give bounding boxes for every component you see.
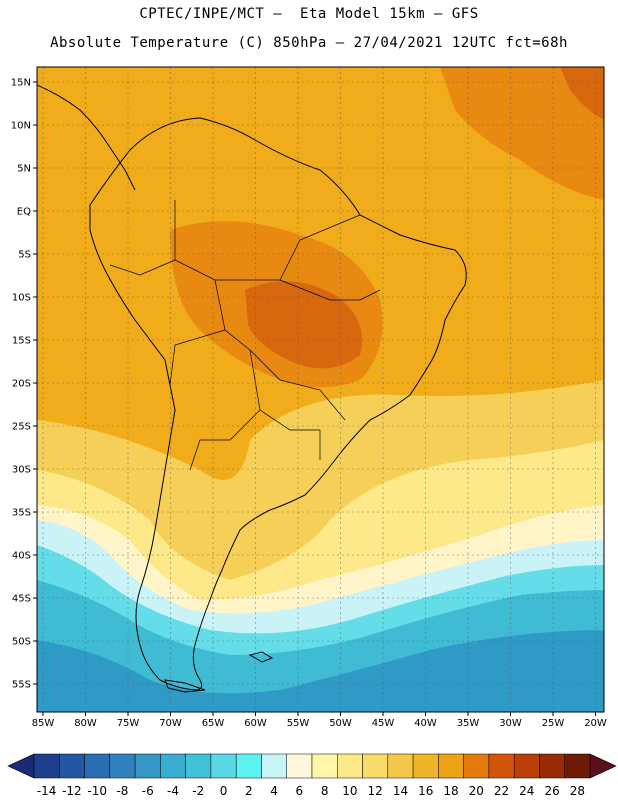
colorbar-tick-label: 10 <box>342 784 357 798</box>
lat-tick-label: 50S <box>12 637 31 648</box>
colorbar-swatch <box>33 753 60 779</box>
lon-tick-label: 75W <box>117 718 140 729</box>
lat-tick-label: 10S <box>12 293 31 304</box>
colorbar-swatch <box>311 753 338 779</box>
colorbar-tick-label: -6 <box>142 784 154 798</box>
colorbar-right-arrow <box>589 753 617 779</box>
colorbar-tick-label: 22 <box>494 784 509 798</box>
lat-tick-label: 5N <box>17 164 31 175</box>
colorbar-tick-label: -8 <box>116 784 128 798</box>
central-america-coastline <box>37 84 136 191</box>
lat-tick-label: EQ <box>17 207 31 218</box>
lat-tick-label: 20S <box>12 379 31 390</box>
colorbar-swatch <box>513 753 540 779</box>
lon-tick-label: 45W <box>372 718 395 729</box>
lon-tick-label: 30W <box>499 718 522 729</box>
latitude-axis: 15N 10N 5N EQ 5S 10S 15S 20S 25S 30S 35S 40S 45S 50S 5… <box>11 78 37 691</box>
colorbar-swatch <box>185 753 212 779</box>
lon-tick-label: 85W <box>32 718 55 729</box>
colorbar-tick-label: -4 <box>167 784 179 798</box>
colorbar-tick-label: 12 <box>368 784 383 798</box>
colorbar-swatch <box>59 753 85 779</box>
colorbar-tick-label: -2 <box>192 784 204 798</box>
lon-tick-label: 25W <box>542 718 565 729</box>
colorbar-tick-label: 18 <box>443 784 458 798</box>
colorbar-swatch <box>362 753 389 779</box>
colorbar: -14 -12 -10 -8 -6 -4 -2 0 2 4 6 8 10 12 14 16 18 20 22 24 26… <box>7 753 617 798</box>
lat-tick-label: 55S <box>12 680 31 691</box>
colorbar-swatch <box>134 753 161 779</box>
tierra-del-fuego <box>164 679 206 693</box>
falkland-islands <box>248 651 274 663</box>
temperature-field <box>37 67 604 712</box>
colorbar-swatch <box>564 753 591 779</box>
lat-tick-label: 40S <box>12 551 31 562</box>
blue-band <box>37 630 604 712</box>
lat-tick-label: 15N <box>11 78 31 89</box>
colorbar-swatch <box>235 753 262 779</box>
colorbar-swatch <box>539 753 565 779</box>
colorbar-swatch <box>387 753 414 779</box>
colorbar-swatch <box>109 753 136 779</box>
colorbar-swatch <box>210 753 237 779</box>
colorbar-tick-label: 8 <box>321 784 329 798</box>
lon-tick-label: 35W <box>457 718 480 729</box>
colorbar-tick-label: 28 <box>570 784 585 798</box>
longitude-axis: 85W 80W 75W 70W 65W 60W 55W 50W 45W 40W 35W 30W 25W 2… <box>32 712 607 729</box>
colorbar-tick-label: 6 <box>296 784 304 798</box>
lon-tick-label: 60W <box>244 718 267 729</box>
lon-tick-label: 70W <box>159 718 182 729</box>
lat-tick-label: 35S <box>12 508 31 519</box>
lon-tick-label: 20W <box>584 718 607 729</box>
colorbar-tick-label: 2 <box>245 784 253 798</box>
colorbar-tick-label: 24 <box>519 784 534 798</box>
country-borders <box>109 200 381 471</box>
colorbar-tick-label: 16 <box>418 784 433 798</box>
colorbar-swatch <box>286 753 313 779</box>
hot-region-northeast <box>560 67 604 120</box>
colorbar-tick-label: -12 <box>62 784 82 798</box>
lon-tick-label: 65W <box>202 718 225 729</box>
colorbar-swatch <box>261 753 287 779</box>
colorbar-tick-label: 0 <box>220 784 228 798</box>
colorbar-tick-label: 20 <box>469 784 484 798</box>
colorbar-left-arrow <box>7 753 35 779</box>
hot-region-central-brazil <box>245 281 363 369</box>
lon-tick-label: 80W <box>74 718 97 729</box>
colorbar-tick-label: 14 <box>393 784 408 798</box>
colorbar-swatch <box>337 753 363 779</box>
lat-tick-label: 10N <box>11 121 31 132</box>
colorbar-tick-label: 26 <box>544 784 559 798</box>
lat-tick-label: 25S <box>12 422 31 433</box>
map-title: CPTEC/INPE/MCT – Eta Model 15km – GFS <box>139 6 479 22</box>
colorbar-tick-label: -14 <box>37 784 57 798</box>
lat-tick-label: 15S <box>12 336 31 347</box>
colorbar-tick-label: 4 <box>270 784 278 798</box>
colorbar-swatch <box>160 753 186 779</box>
colorbar-tick-label: -10 <box>87 784 107 798</box>
colorbar-swatch <box>412 753 439 779</box>
lat-tick-label: 5S <box>18 250 31 261</box>
lat-tick-label: 45S <box>12 594 31 605</box>
lon-tick-label: 40W <box>414 718 437 729</box>
lon-tick-label: 55W <box>287 718 310 729</box>
lat-tick-label: 30S <box>12 465 31 476</box>
warm-region-northeast <box>440 67 604 200</box>
colorbar-swatch <box>463 753 490 779</box>
lon-tick-label: 50W <box>329 718 352 729</box>
map-frame <box>36 66 605 713</box>
colorbar-swatch <box>438 753 464 779</box>
coastline-borders <box>37 84 467 693</box>
colorbar-swatch <box>84 753 111 779</box>
map-subtitle: Absolute Temperature (C) 850hPa – 27/04/… <box>50 35 568 51</box>
colorbar-swatch <box>488 753 515 779</box>
